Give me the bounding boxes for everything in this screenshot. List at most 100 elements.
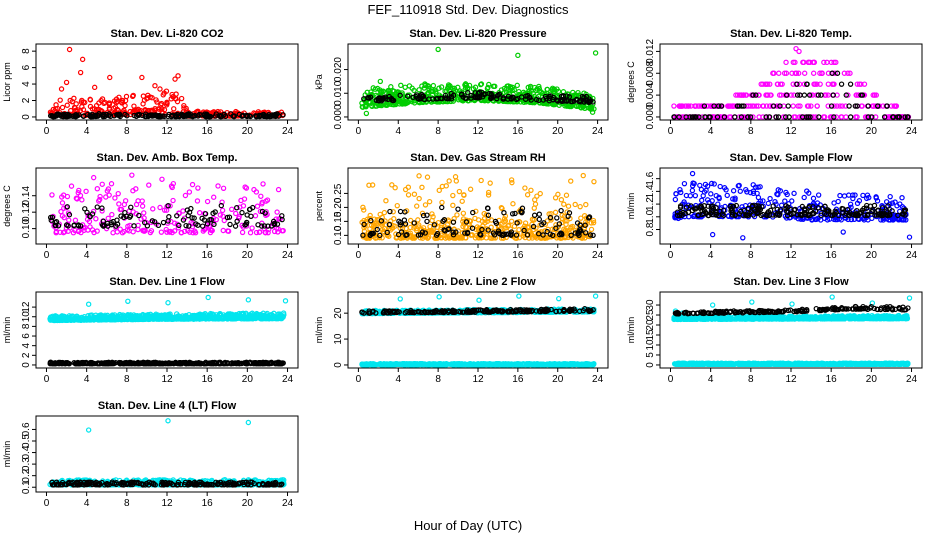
data-point <box>66 113 72 119</box>
x-tick-label: 12 <box>161 126 173 137</box>
data-point <box>386 88 392 94</box>
y-tick-label: 2 <box>21 97 32 103</box>
data-point <box>258 113 265 119</box>
data-point <box>718 103 725 109</box>
data-point <box>122 102 128 109</box>
data-point <box>261 223 268 229</box>
data-point <box>411 191 418 197</box>
data-point <box>106 111 112 117</box>
data-point <box>859 92 866 98</box>
y-axis-label: kPa <box>314 74 324 90</box>
data-point <box>853 92 859 98</box>
data-point <box>498 204 505 211</box>
data-point <box>793 45 799 52</box>
data-point <box>166 229 173 235</box>
data-point <box>814 103 820 109</box>
data-point <box>807 114 813 120</box>
data-point <box>163 226 169 233</box>
data-point <box>191 215 197 221</box>
data-point <box>678 103 685 109</box>
y-tick-label: 0.020 <box>333 57 344 82</box>
data-point <box>781 70 788 76</box>
data-point <box>515 52 521 59</box>
data-point <box>487 180 493 186</box>
x-tick-label: 0 <box>356 126 362 137</box>
data-point <box>91 84 98 91</box>
data-point <box>708 103 714 109</box>
y-tick-label: 0 <box>333 362 344 368</box>
panel-title: Stan. Dev. Li-820 Pressure <box>409 28 546 40</box>
data-point <box>494 95 500 102</box>
data-point <box>865 103 871 109</box>
x-tick-label: 20 <box>866 126 878 137</box>
data-point <box>194 198 201 204</box>
x-tick-label: 8 <box>748 250 754 261</box>
data-point <box>796 48 802 55</box>
data-point <box>178 229 185 236</box>
data-point <box>196 210 203 216</box>
data-point <box>838 81 845 87</box>
data-point <box>854 81 861 87</box>
data-point <box>747 114 754 120</box>
data-point <box>258 193 264 199</box>
data-point <box>566 94 572 100</box>
data-point <box>833 114 840 120</box>
data-point <box>253 189 260 195</box>
data-point <box>478 177 484 184</box>
data-point <box>523 99 529 105</box>
data-point <box>160 92 166 98</box>
data-point <box>147 229 154 236</box>
data-point <box>563 192 570 198</box>
x-tick-label: 0 <box>356 250 362 261</box>
data-point <box>397 92 403 99</box>
data-point <box>511 87 517 93</box>
data-point <box>830 81 836 87</box>
data-point <box>108 181 115 187</box>
data-point <box>869 114 875 120</box>
panel-title: Stan. Dev. Li-820 Temp. <box>730 28 852 40</box>
data-point <box>451 85 458 92</box>
data-point <box>825 81 832 87</box>
x-tick-label: 8 <box>748 126 754 137</box>
data-point <box>715 103 722 109</box>
data-point <box>515 95 521 102</box>
data-point <box>551 101 558 108</box>
x-tick-label: 4 <box>708 126 714 137</box>
data-point <box>99 208 105 214</box>
data-point <box>173 91 179 97</box>
series-2 <box>47 111 286 120</box>
data-point <box>60 192 67 198</box>
data-point <box>105 186 112 192</box>
data-point <box>190 220 196 227</box>
data-point <box>114 229 120 235</box>
data-point <box>789 70 795 76</box>
x-tick-label: 4 <box>395 374 401 385</box>
data-point <box>583 201 589 208</box>
data-point <box>64 204 70 210</box>
data-point <box>783 59 789 66</box>
x-tick-label: 24 <box>906 250 918 261</box>
data-point <box>791 114 797 120</box>
data-point <box>59 200 66 206</box>
data-point <box>790 103 796 109</box>
data-point <box>151 112 157 119</box>
data-point <box>142 227 148 234</box>
data-point <box>542 91 548 97</box>
data-point <box>366 182 372 188</box>
data-point <box>461 192 467 198</box>
data-point <box>106 100 113 106</box>
data-point <box>243 221 249 227</box>
data-point <box>398 82 404 89</box>
data-point <box>555 191 561 198</box>
data-point <box>87 96 93 103</box>
data-point <box>54 113 60 119</box>
data-point <box>247 230 254 236</box>
data-point <box>410 94 416 101</box>
data-point <box>279 228 285 234</box>
data-point <box>184 207 191 213</box>
data-point <box>196 111 202 118</box>
data-point <box>800 59 806 66</box>
x-tick-label: 16 <box>826 126 838 137</box>
data-point <box>552 209 559 216</box>
